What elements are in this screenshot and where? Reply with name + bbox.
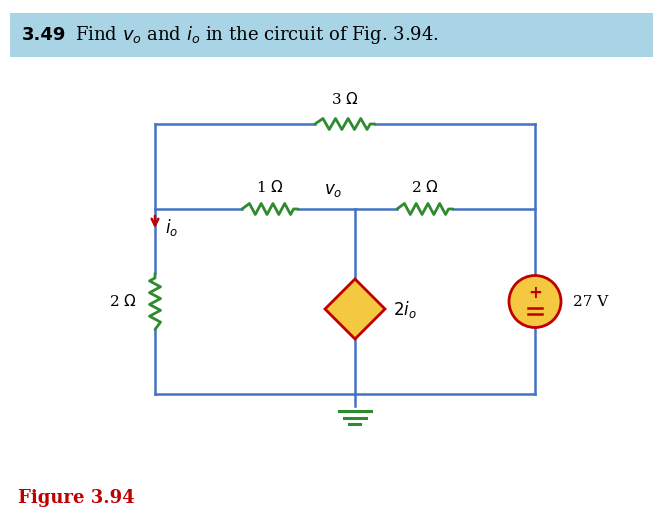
Text: Figure 3.94: Figure 3.94 xyxy=(18,489,135,507)
Text: 3 $\Omega$: 3 $\Omega$ xyxy=(331,91,359,107)
Text: 3.49: 3.49 xyxy=(22,25,66,43)
Polygon shape xyxy=(325,279,385,339)
FancyBboxPatch shape xyxy=(10,13,653,57)
Circle shape xyxy=(509,276,561,327)
Text: 2 $\Omega$: 2 $\Omega$ xyxy=(109,294,137,309)
Text: 2 $\Omega$: 2 $\Omega$ xyxy=(411,179,439,195)
Text: $i_o$: $i_o$ xyxy=(165,216,178,238)
Text: +: + xyxy=(528,284,542,302)
Text: $v_o$: $v_o$ xyxy=(324,182,342,199)
Text: $2i_o$: $2i_o$ xyxy=(393,298,417,320)
Text: 1 $\Omega$: 1 $\Omega$ xyxy=(256,179,284,195)
Text: Find $v_o$ and $i_o$ in the circuit of Fig. 3.94.: Find $v_o$ and $i_o$ in the circuit of F… xyxy=(75,23,439,45)
Text: 27 V: 27 V xyxy=(573,295,608,308)
